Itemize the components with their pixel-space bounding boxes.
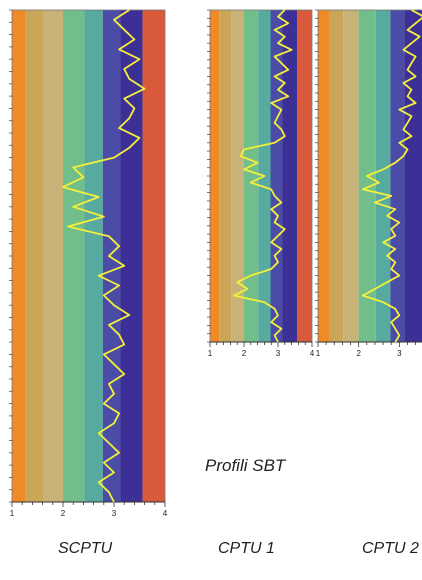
zone-band-cptu-1-3 [244,10,259,342]
x-tick-label-scptu: 4 [163,509,168,518]
zone-band-scptu-1 [25,10,44,502]
x-tick-label-cptu-1: 4 [310,349,315,358]
x-tick-label-scptu: 1 [10,509,15,518]
x-tick-label-cptu-2: 1 [316,349,321,358]
zone-band-scptu-7 [142,10,165,502]
chart-title-scptu: SCPTU [58,540,113,557]
zone-band-cptu-1-2 [231,10,244,342]
zone-band-cptu-2-5 [390,10,405,342]
zone-band-cptu-2-4 [375,10,391,342]
x-tick-label-scptu: 2 [61,509,66,518]
zone-band-scptu-3 [63,10,85,502]
x-tick-label-cptu-1: 1 [208,349,213,358]
zone-band-cptu-2-0 [318,10,329,342]
zone-band-scptu-4 [84,10,103,502]
chart-title-cptu-1: CPTU 1 [218,540,275,557]
zone-band-scptu-2 [43,10,63,502]
zone-band-cptu-1-6 [282,10,298,342]
chart-title-cptu-2: CPTU 2 [362,540,419,557]
zone-band-scptu-6 [120,10,143,502]
sbt-profile-line-scptu [62,9,146,503]
x-tick-label-scptu: 3 [112,509,117,518]
zone-band-cptu-2-1 [328,10,344,342]
zone-band-cptu-1-1 [219,10,232,342]
x-tick-label-cptu-2: 2 [356,349,361,358]
zone-band-cptu-2-2 [343,10,359,342]
figure-caption: Profili SBT [205,456,286,475]
zone-band-cptu-1-5 [270,10,283,342]
sbt-profile-line-cptu-1 [232,9,293,343]
x-tick-label-cptu-2: 3 [397,349,402,358]
x-tick-label-cptu-1: 3 [276,349,281,358]
zone-band-scptu-0 [12,10,26,502]
sbt-profile-line-cptu-2 [361,9,422,343]
x-tick-label-cptu-1: 2 [242,349,247,358]
zone-band-cptu-1-0 [210,10,220,342]
zone-band-cptu-1-7 [297,10,312,342]
